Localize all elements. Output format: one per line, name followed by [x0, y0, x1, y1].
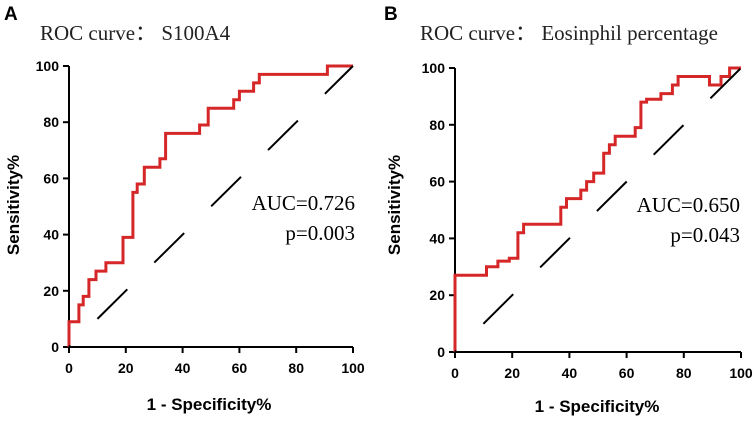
- y-tick-label-b: 80: [429, 117, 445, 133]
- y-axis-label-a: Sensitivity%: [4, 155, 23, 255]
- panel-label-b: B: [384, 4, 398, 25]
- y-tick-label-b: 0: [437, 344, 445, 360]
- x-axis-label-a: 1 - Specificity%: [147, 395, 272, 414]
- x-tick-label-a: 60: [232, 360, 248, 376]
- x-tick-label-a: 0: [65, 360, 73, 376]
- y-tick-label-a: 0: [51, 339, 59, 355]
- panel-a: A ROC curve： S100A4 1 - Specificity% Sen…: [4, 4, 365, 414]
- x-axis-label-b: 1 - Specificity%: [535, 397, 660, 416]
- chart-title-a: ROC curve： S100A4: [40, 21, 231, 45]
- panel-b: B ROC curve： Eosinphil percentage 1 - Sp…: [384, 4, 753, 416]
- panel-label-a: A: [4, 4, 18, 25]
- x-tick-label-a: 80: [288, 360, 304, 376]
- x-tick-label-b: 0: [451, 365, 459, 381]
- auc-annotation-a: AUC=0.726: [252, 191, 355, 215]
- y-tick-label-a: 100: [36, 58, 60, 74]
- p-value-annotation-a: p=0.003: [285, 221, 355, 245]
- y-tick-label-a: 40: [43, 227, 59, 243]
- y-tick-label-b: 20: [429, 287, 445, 303]
- x-tick-label-b: 40: [562, 365, 578, 381]
- y-tick-label-a: 20: [43, 283, 59, 299]
- auc-annotation-b: AUC=0.650: [637, 193, 740, 217]
- chart-title-b: ROC curve： Eosinphil percentage: [420, 21, 718, 45]
- y-tick-label-b: 100: [422, 60, 446, 76]
- x-tick-label-b: 20: [504, 365, 520, 381]
- x-tick-label-b: 60: [619, 365, 635, 381]
- reference-diagonal-line-b: [454, 67, 742, 353]
- reference-diagonal-line-a: [68, 65, 354, 348]
- y-tick-label-b: 40: [429, 230, 445, 246]
- roc-curve-line-a: [67, 64, 353, 347]
- x-tick-label-a: 40: [175, 360, 191, 376]
- y-axis-label-b: Sensitivity%: [385, 155, 404, 255]
- y-tick-label-a: 60: [43, 170, 59, 186]
- y-tick-label-a: 80: [43, 114, 59, 130]
- roc-curve-line-b: [453, 66, 741, 352]
- x-tick-label-a: 100: [341, 360, 365, 376]
- x-tick-label-b: 100: [729, 365, 753, 381]
- y-tick-label-b: 60: [429, 174, 445, 190]
- x-tick-label-a: 20: [118, 360, 134, 376]
- p-value-annotation-b: p=0.043: [670, 223, 740, 247]
- x-tick-label-b: 80: [676, 365, 692, 381]
